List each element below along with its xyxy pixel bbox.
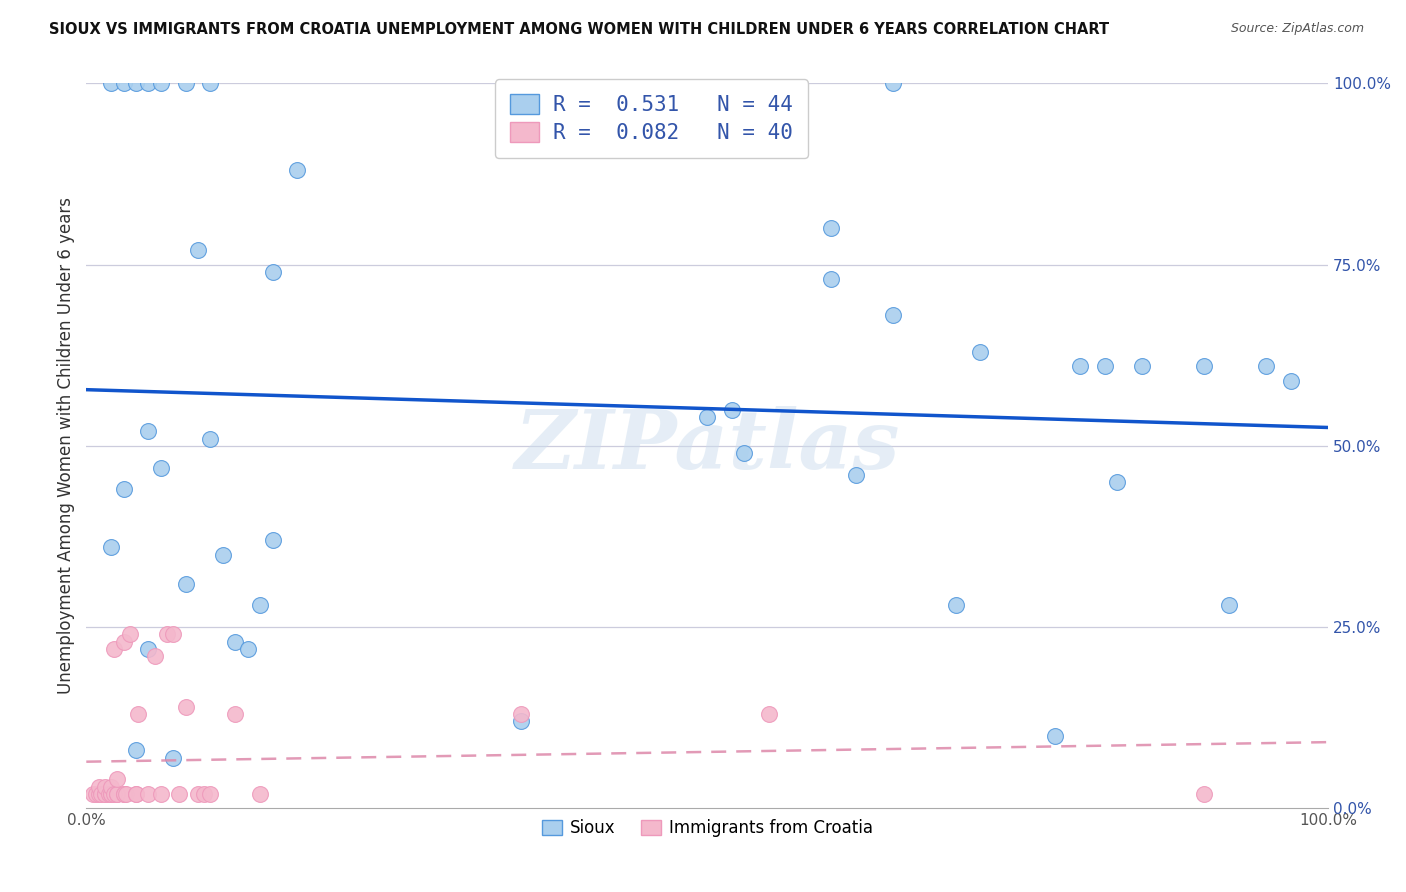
Point xyxy=(1130,359,1153,374)
Point xyxy=(187,787,209,801)
Point xyxy=(758,707,780,722)
Point xyxy=(94,780,117,794)
Point xyxy=(287,163,309,178)
Point xyxy=(510,707,533,722)
Point xyxy=(1254,359,1277,374)
Point xyxy=(1192,787,1215,801)
Point xyxy=(84,787,107,801)
Point xyxy=(193,787,215,801)
Point xyxy=(105,772,128,787)
Point xyxy=(112,77,135,91)
Point xyxy=(733,446,755,460)
Point xyxy=(138,787,160,801)
Point xyxy=(149,77,172,91)
Point xyxy=(174,700,197,714)
Point xyxy=(149,787,172,801)
Point xyxy=(94,787,117,801)
Point xyxy=(820,272,842,286)
Point xyxy=(112,787,135,801)
Point xyxy=(125,77,148,91)
Legend: Sioux, Immigrants from Croatia: Sioux, Immigrants from Croatia xyxy=(534,813,880,844)
Point xyxy=(236,642,259,657)
Point xyxy=(115,787,138,801)
Point xyxy=(262,533,284,548)
Point xyxy=(105,787,128,801)
Point xyxy=(103,642,125,657)
Point xyxy=(945,599,967,613)
Point xyxy=(112,634,135,648)
Point xyxy=(112,787,135,801)
Point xyxy=(212,548,235,562)
Point xyxy=(100,787,122,801)
Point xyxy=(174,77,197,91)
Point xyxy=(125,787,148,801)
Point xyxy=(200,432,222,446)
Point xyxy=(143,649,166,664)
Y-axis label: Unemployment Among Women with Children Under 6 years: Unemployment Among Women with Children U… xyxy=(58,197,75,695)
Point xyxy=(696,409,718,424)
Text: SIOUX VS IMMIGRANTS FROM CROATIA UNEMPLOYMENT AMONG WOMEN WITH CHILDREN UNDER 6 : SIOUX VS IMMIGRANTS FROM CROATIA UNEMPLO… xyxy=(49,22,1109,37)
Point xyxy=(1279,374,1302,388)
Point xyxy=(1043,729,1066,743)
Point xyxy=(249,599,271,613)
Point xyxy=(200,787,222,801)
Text: Source: ZipAtlas.com: Source: ZipAtlas.com xyxy=(1230,22,1364,36)
Point xyxy=(162,627,184,641)
Point xyxy=(100,787,122,801)
Point xyxy=(138,77,160,91)
Point xyxy=(1069,359,1091,374)
Point xyxy=(969,344,991,359)
Point xyxy=(105,787,128,801)
Point xyxy=(87,780,110,794)
Point xyxy=(97,787,120,801)
Point xyxy=(156,627,179,641)
Point xyxy=(169,787,191,801)
Point xyxy=(845,467,868,482)
Point xyxy=(138,425,160,439)
Point xyxy=(138,642,160,657)
Point xyxy=(249,787,271,801)
Point xyxy=(510,714,533,729)
Point xyxy=(118,627,141,641)
Point xyxy=(100,780,122,794)
Point xyxy=(87,787,110,801)
Point xyxy=(1094,359,1116,374)
Point xyxy=(882,77,904,91)
Point xyxy=(82,787,104,801)
Point xyxy=(200,77,222,91)
Text: ZIPatlas: ZIPatlas xyxy=(515,406,900,486)
Point xyxy=(103,787,125,801)
Point xyxy=(820,221,842,235)
Point xyxy=(100,77,122,91)
Point xyxy=(882,309,904,323)
Point xyxy=(1105,475,1128,490)
Point xyxy=(100,541,122,555)
Point xyxy=(149,460,172,475)
Point xyxy=(125,743,148,757)
Point xyxy=(174,576,197,591)
Point xyxy=(1218,599,1240,613)
Point xyxy=(162,750,184,764)
Point xyxy=(112,483,135,497)
Point xyxy=(127,707,149,722)
Point xyxy=(94,787,117,801)
Point xyxy=(1192,359,1215,374)
Point xyxy=(224,634,246,648)
Point xyxy=(224,707,246,722)
Point xyxy=(90,787,112,801)
Point xyxy=(721,402,744,417)
Point xyxy=(187,243,209,257)
Point xyxy=(125,787,148,801)
Point xyxy=(262,265,284,279)
